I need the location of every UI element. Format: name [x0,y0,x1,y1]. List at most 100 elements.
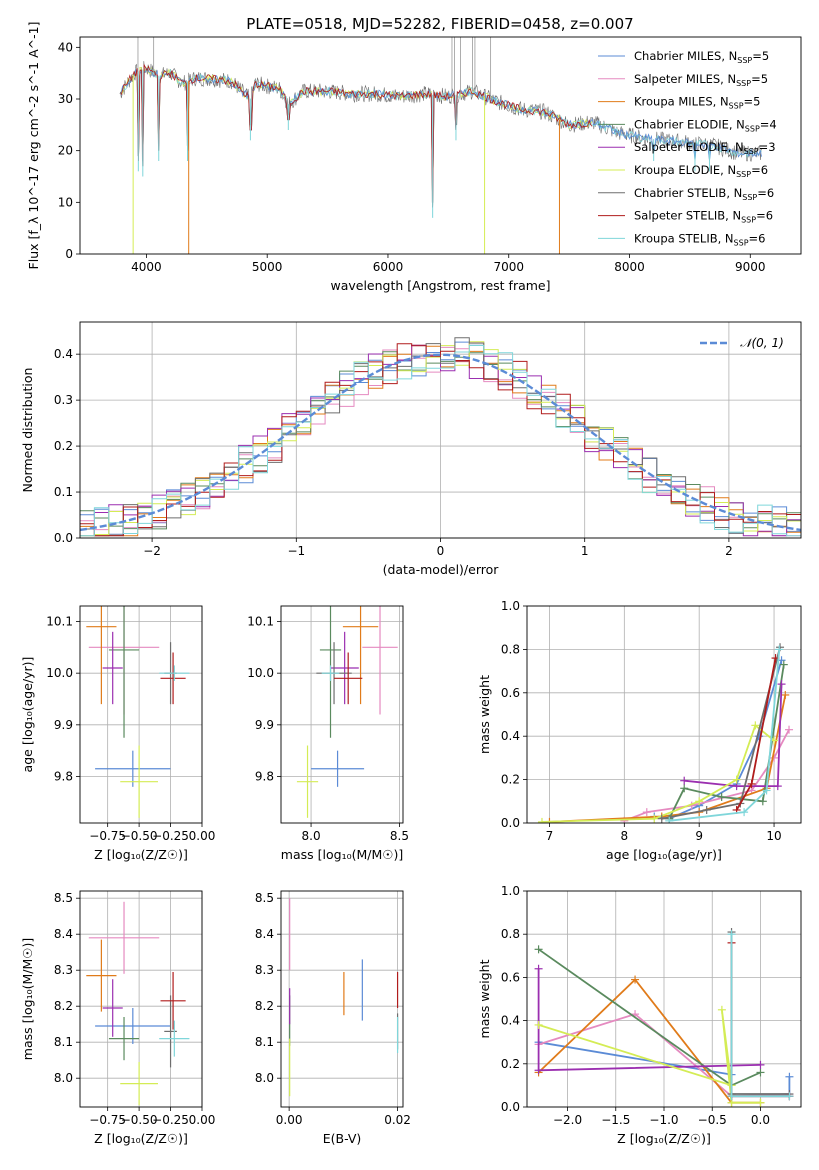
y-tick-label: 0.0 [501,1100,520,1114]
errorbar-salpeter_stelib [160,652,186,705]
y-axis-label: mass [log₁₀(M/M☉)] [20,938,35,1060]
weight-marker [785,725,794,734]
x-tick-label: 0.0 [751,1113,770,1127]
weight-line-chabrier_stelib [661,646,781,820]
y-tick-label: 0.1 [54,485,73,499]
x-tick-label: −0.25 [152,829,189,843]
y-tick-label: 1.0 [501,884,520,898]
y-tick-label: 1.0 [501,599,520,613]
x-tick-label: 0.00 [189,829,216,843]
weight-marker [740,808,749,817]
weight-marker [781,690,790,699]
y-tick-label: 0 [65,247,73,261]
y-axis-label: age [log₁₀(age/yr)] [20,657,35,773]
x-tick-label: −2 [143,544,161,558]
y-tick-label: 9.8 [255,770,274,784]
legend-label: Chabrier ELODIE, NSSP=4 [634,117,777,133]
panel-mass-vs-ebv: 0.00 0.02 8.0 8.1 8.2 8.3 8.4 8.5 E(B-V) [255,890,411,1146]
weight-marker [657,814,666,823]
panel-weight-vs-age: 7 8 9 10 0.0 0.2 0.4 0.6 0.8 1.0 age [log₁₀(age/yr… [477,599,802,862]
y-tick-label: 9.8 [54,770,73,784]
x-tick-label: −0.50 [121,1113,158,1127]
y-tick-label: 10.0 [247,666,274,680]
weight-marker [762,786,771,795]
weight-marker [537,817,546,823]
panel-spectrum: 4000 5000 6000 7000 8000 9000 0 10 20 30 40 wavelen… [26,22,802,293]
weight-line-salpeter_stelib [735,657,777,811]
x-tick-label: 0 [437,544,445,558]
y-tick-label: 0.4 [501,729,520,743]
y-tick-label: 0.4 [501,1014,520,1028]
weight-marker [758,797,767,806]
axes-frame [280,890,404,1108]
y-tick-label: 10.1 [46,615,73,629]
weight-marker [680,784,689,793]
errorbar-salpeter_elodie [330,631,359,705]
weight-marker [717,1005,726,1014]
axes-frame [79,36,802,255]
axes-frame [79,321,802,539]
weight-marker [665,816,674,823]
axes-frame [526,890,802,1108]
x-tick-label: 5000 [252,260,283,274]
errorbar-salpeter_elodie [102,979,123,1037]
weight-marker [779,660,788,669]
x-tick-label: 4000 [131,260,162,274]
y-tick-label: 0.0 [54,531,73,545]
errorbar-salpeter_stelib [160,972,186,1030]
x-tick-label: 2 [725,544,733,558]
x-tick-label: −1 [287,544,305,558]
weight-line-kroupa_stelib [669,649,781,822]
y-tick-label: 8.2 [255,999,274,1013]
weight-marker [642,808,651,817]
x-tick-label: 9000 [735,260,766,274]
errorbar-salpeter_miles [362,606,398,715]
errorbar-chabrier_elodie [108,606,140,738]
errorbar-kroupa_stelib [159,665,190,681]
y-tick-label: 0.3 [54,393,73,407]
errorbar-kroupa_elodie [296,745,319,818]
legend-label: Salpeter MILES, NSSP=5 [634,72,768,88]
errorbar-chabrier_miles [311,750,365,787]
weight-marker [631,975,640,984]
model-line-kroupa_elodie [120,66,593,208]
legend-label: Kroupa STELIB, NSSP=6 [634,231,765,247]
errorbar-salpeter_stelib [334,652,363,705]
y-tick-label: 20 [58,144,73,158]
axes-frame [526,605,802,824]
x-tick-label: 7000 [493,260,524,274]
y-tick-label: 9.9 [255,718,274,732]
normal-curve [80,353,801,532]
weight-marker [680,776,689,785]
y-tick-label: 0.2 [501,773,520,787]
x-tick-label: 7 [546,829,554,843]
y-axis-label: Flux [f_λ 10^-17 erg cm^-2 s^-1 A^-1] [26,22,41,270]
weight-line-kroupa_elodie [538,1009,761,1104]
x-tick-label: 0.02 [384,1113,411,1127]
weight-marker [727,1092,736,1101]
x-tick-label: 10 [766,829,781,843]
plot-area [80,337,801,538]
x-tick-label: 0.00 [276,1113,303,1127]
x-tick-label: −1.0 [649,1113,678,1127]
weight-marker [756,1068,765,1077]
x-tick-label: 1 [581,544,589,558]
panel-residuals: −2 −1 0 1 2 0.0 0.1 0.2 0.3 0.4 (data-model)/error… [20,321,802,577]
y-tick-label: 8.5 [54,891,73,905]
y-tick-label: 8.0 [255,1071,274,1085]
legend-label: Salpeter ELODIE, NSSP=3 [634,140,776,156]
errorbar-kroupa_stelib [321,665,340,681]
x-tick-label: 8.0 [302,829,321,843]
x-tick-label: −0.75 [89,1113,126,1127]
y-tick-label: 8.4 [54,927,73,941]
y-tick-label: 8.1 [255,1035,274,1049]
errorbar-chabrier_miles [95,750,171,787]
errorbar-kroupa_stelib [159,1020,190,1057]
y-tick-label: 10 [58,195,73,209]
errorbar-kroupa_miles [86,606,117,705]
legend-label: Kroupa MILES, NSSP=5 [634,95,760,111]
weight-line-kroupa_miles [549,694,787,823]
y-tick-label: 8.2 [54,999,73,1013]
legend-label: Chabrier MILES, NSSP=5 [634,49,769,65]
errorbar-salpeter_elodie [102,631,123,705]
